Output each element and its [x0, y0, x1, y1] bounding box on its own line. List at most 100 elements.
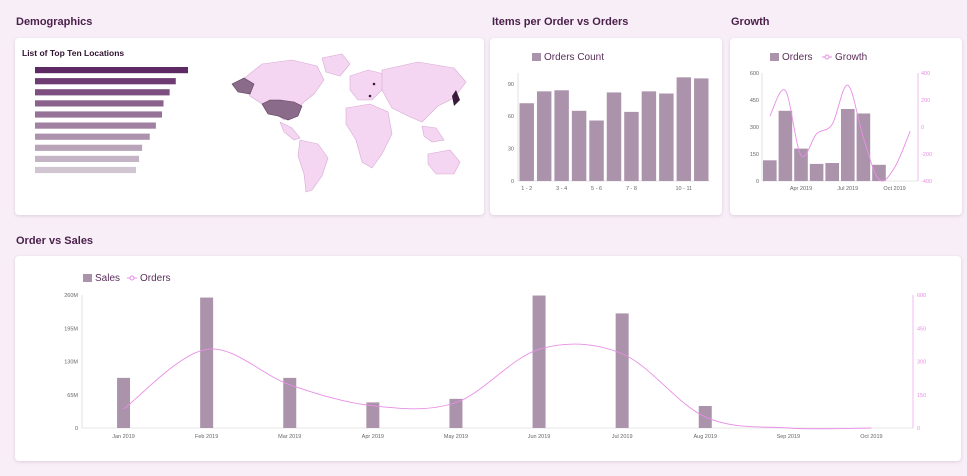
sales-bar	[283, 377, 297, 428]
demographics-card: List of Top Ten Locations	[15, 38, 484, 215]
map-africa	[345, 103, 393, 169]
location-bar	[35, 111, 162, 118]
x-tick-label: Oct 2019	[883, 186, 905, 192]
x-tick-label: Jan 2019	[112, 434, 135, 440]
y-tick-label-right: 150	[917, 393, 926, 399]
items-per-order-title: Items per Order vs Orders	[492, 16, 629, 28]
y-tick-label-right: -400	[921, 179, 932, 185]
x-tick-label: Mar 2019	[278, 434, 301, 440]
sales-bar	[532, 295, 546, 428]
y-tick-label: 90	[508, 82, 514, 88]
legend-orders-count-swatch	[532, 53, 541, 61]
x-tick-label: 10 - 11	[675, 186, 692, 192]
y-tick-label: 30	[508, 147, 514, 153]
y-tick-label-right: 200	[921, 98, 930, 104]
y-tick-label-left: 65M	[67, 393, 78, 399]
map-location-dot	[372, 82, 376, 86]
legend-growth-marker	[824, 54, 830, 60]
y-tick-label-left: 600	[750, 71, 759, 77]
map-usa	[261, 99, 303, 121]
growth-orders-bar	[872, 164, 886, 181]
map-alaska	[231, 77, 255, 95]
y-tick-label-right: 400	[921, 71, 930, 77]
items-bar	[676, 77, 692, 181]
x-tick-label: Feb 2019	[195, 434, 218, 440]
legend-sales-swatch	[83, 274, 92, 282]
items-per-order-chart: Orders Count 0 30 60 90 1 - 2 3 - 4 5 - 6 7 - 8 1…	[508, 52, 710, 192]
growth-orders-bar	[778, 110, 793, 181]
growth-title: Growth	[731, 16, 770, 28]
location-bar	[35, 122, 156, 129]
growth-orders-bar	[856, 113, 871, 181]
legend-orders: Orders	[140, 273, 171, 284]
y-tick-label-left: 450	[750, 98, 759, 104]
y-tick-label: 60	[508, 114, 514, 120]
y-tick-label-right: 450	[917, 326, 926, 332]
map-location-dot	[368, 94, 372, 98]
legend-orders-count: Orders Count	[544, 52, 604, 63]
items-bar	[694, 78, 709, 181]
y-tick-label-right: -200	[921, 152, 932, 158]
demographics-title: Demographics	[16, 16, 93, 28]
location-bar	[35, 100, 164, 107]
world-map[interactable]	[222, 50, 472, 200]
legend-sales: Sales	[95, 273, 120, 284]
x-tick-label: 3 - 4	[556, 186, 567, 192]
y-tick-label-left: 260M	[64, 293, 78, 299]
growth-orders-bar	[794, 148, 808, 181]
sales-bar	[200, 297, 214, 428]
x-tick-label: Jul 2019	[612, 434, 633, 440]
growth-orders-bar	[825, 163, 839, 181]
map-japan	[452, 90, 460, 106]
y-tick-label-left: 300	[750, 125, 759, 131]
items-bar	[659, 93, 674, 181]
order-vs-sales-chart: Sales Orders 0 65M 130M 195M 260M 0 150 300 450 600…	[64, 273, 926, 440]
x-tick-label: 7 - 8	[626, 186, 637, 192]
legend-orders-swatch	[770, 53, 779, 61]
y-tick-label-right: 600	[917, 293, 926, 299]
y-tick-label: 0	[511, 179, 514, 185]
map-europe	[349, 69, 385, 101]
map-south-america	[297, 139, 329, 193]
legend-growth: Growth	[835, 52, 867, 63]
map-central-america	[279, 121, 301, 141]
x-tick-label: Apr 2019	[362, 434, 384, 440]
y-tick-label-left: 195M	[64, 326, 78, 332]
items-bar	[589, 120, 604, 181]
growth-chart: Orders Growth 0 150 300 450 600 400 200 0 -200 -400…	[750, 52, 932, 192]
location-bar	[35, 78, 176, 85]
location-bar	[35, 155, 140, 162]
x-tick-label: Sep 2019	[777, 434, 801, 440]
x-tick-label: Jul 2019	[837, 186, 858, 192]
order-vs-sales-card: Sales Orders 0 65M 130M 195M 260M 0 150 300 450 600…	[15, 256, 961, 461]
items-bar	[536, 91, 552, 181]
sales-bar	[117, 377, 131, 428]
y-tick-label-left: 150	[750, 152, 759, 158]
x-tick-label: Apr 2019	[790, 186, 812, 192]
items-bar	[641, 91, 657, 181]
y-tick-label-right: 300	[917, 360, 926, 366]
x-tick-label: Jun 2019	[528, 434, 551, 440]
legend-orders: Orders	[782, 52, 813, 63]
map-greenland	[321, 53, 351, 77]
x-tick-label: 5 - 6	[591, 186, 602, 192]
map-southeast-asia	[421, 125, 445, 143]
y-tick-label-left: 0	[756, 179, 759, 185]
sales-bar	[449, 398, 463, 428]
sales-bar	[366, 402, 380, 428]
x-tick-label: May 2019	[444, 434, 468, 440]
growth-orders-bar	[763, 160, 777, 181]
growth-orders-bar	[841, 109, 855, 181]
items-bar	[606, 92, 622, 181]
location-bar	[35, 67, 188, 74]
y-tick-label-right: 0	[921, 125, 924, 131]
y-tick-label-left: 0	[75, 426, 78, 432]
growth-orders-bar	[809, 163, 824, 181]
location-bar	[35, 144, 143, 151]
y-tick-label-left: 130M	[64, 360, 78, 366]
growth-line	[769, 84, 911, 182]
x-tick-label: Oct 2019	[860, 434, 882, 440]
location-bar	[35, 133, 150, 140]
items-bar	[519, 103, 534, 181]
location-bar	[35, 166, 136, 174]
